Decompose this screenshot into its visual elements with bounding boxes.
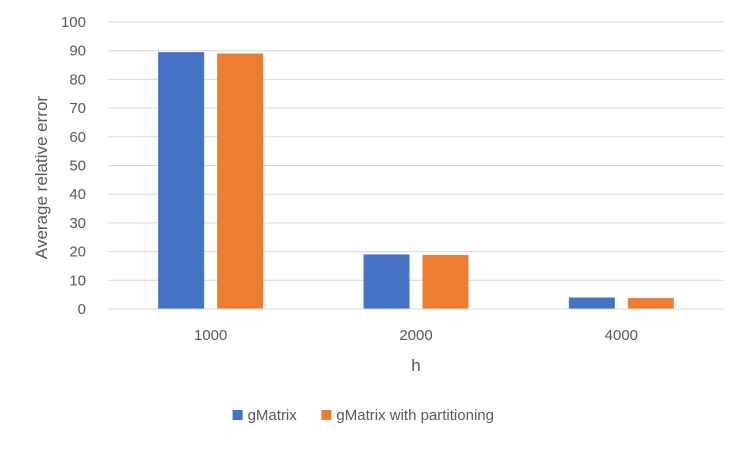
legend-swatch bbox=[321, 410, 332, 420]
x-tick-label: 2000 bbox=[399, 327, 432, 344]
legend: gMatrix gMatrix with partitioning bbox=[232, 407, 494, 424]
y-tick-label: 30 bbox=[69, 215, 86, 232]
x-axis-title: h bbox=[411, 356, 420, 375]
bar-gmatrix-4000 bbox=[568, 297, 615, 309]
y-axis-tick-labels: 0 10 20 30 40 50 60 70 80 90 100 bbox=[61, 14, 86, 318]
y-axis-title: Average relative error bbox=[32, 96, 51, 259]
x-axis-tick-labels: 1000 2000 4000 bbox=[194, 327, 638, 344]
y-tick-label: 20 bbox=[69, 244, 86, 261]
x-tick-label: 1000 bbox=[194, 327, 227, 344]
gridlines bbox=[108, 21, 724, 281]
y-tick-label: 10 bbox=[69, 272, 86, 289]
bar-gmatrix-partitioning-2000 bbox=[422, 255, 469, 309]
bar-gmatrix-2000 bbox=[363, 254, 410, 309]
x-tick-label: 4000 bbox=[605, 327, 638, 344]
y-tick-label: 80 bbox=[69, 71, 86, 88]
legend-label: gMatrix with partitioning bbox=[336, 407, 494, 424]
y-tick-label: 0 bbox=[78, 301, 86, 318]
y-tick-label: 60 bbox=[69, 129, 86, 146]
bar-gmatrix-partitioning-1000 bbox=[217, 53, 264, 309]
legend-label: gMatrix bbox=[248, 407, 298, 424]
y-tick-label: 100 bbox=[61, 14, 86, 31]
y-tick-label: 40 bbox=[69, 186, 86, 203]
y-tick-label: 50 bbox=[69, 158, 86, 175]
bar-gmatrix-partitioning-4000 bbox=[627, 298, 674, 309]
legend-swatch bbox=[232, 410, 243, 420]
y-tick-label: 70 bbox=[69, 100, 86, 117]
bars bbox=[158, 52, 674, 309]
y-tick-label: 90 bbox=[69, 43, 86, 60]
bar-gmatrix-1000 bbox=[158, 52, 205, 309]
